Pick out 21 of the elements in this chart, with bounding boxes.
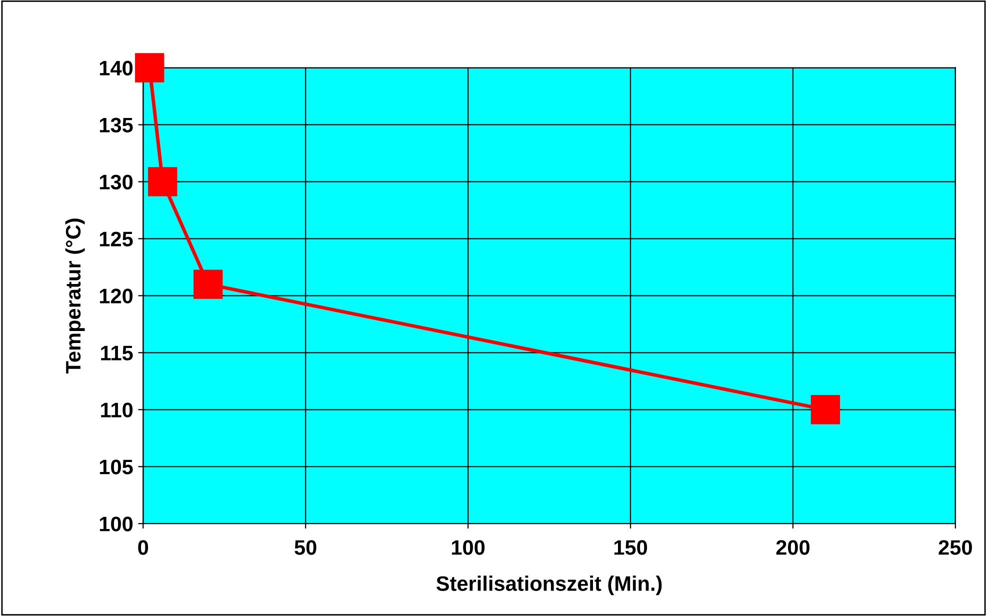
x-axis-title: Sterilisationszeit (Min.) (436, 576, 662, 596)
y-tick-label: 105 (100, 460, 133, 474)
point (148, 167, 178, 196)
point (810, 395, 840, 424)
y-tick-label: 120 (100, 288, 133, 304)
x-tick-label: 150 (614, 540, 648, 555)
y-tick-label: 135 (100, 118, 133, 133)
x-tick-label: 100 (452, 540, 485, 555)
x-tick-label: 50 (294, 540, 316, 555)
y-tick-label: 140 (100, 60, 133, 76)
y-tick-label: 115 (101, 346, 133, 360)
x-tick-label: 0 (138, 540, 148, 555)
x-tick-label: 200 (776, 540, 810, 555)
y-axis-title: Temperatur (°C) (65, 218, 85, 374)
x-tick-label: 250 (938, 540, 972, 555)
y-tick-label: 125 (100, 232, 133, 246)
point (194, 270, 223, 299)
point (135, 53, 164, 82)
y-tick-label: 110 (101, 402, 133, 418)
y-tick-label: 100 (100, 516, 133, 532)
y-tick-label: 130 (100, 174, 133, 190)
